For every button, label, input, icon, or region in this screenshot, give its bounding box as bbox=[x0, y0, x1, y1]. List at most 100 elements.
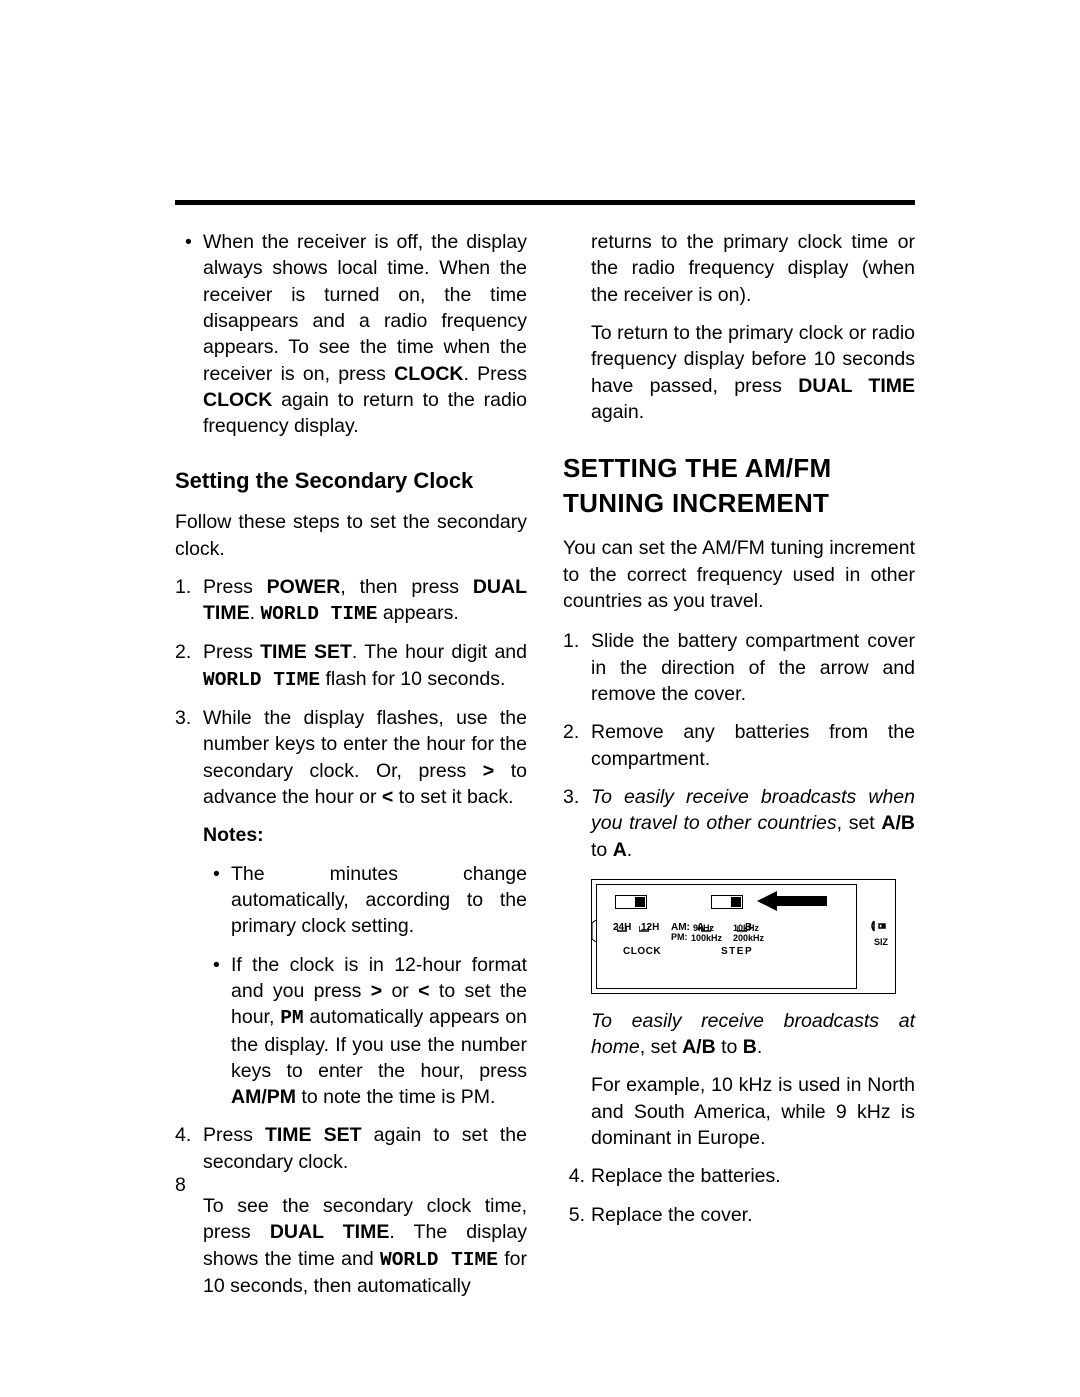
text: , set bbox=[837, 812, 882, 834]
columns: When the receiver is off, the display al… bbox=[175, 229, 915, 1311]
step-3: 3. While the display flashes, use the nu… bbox=[203, 705, 527, 810]
step-number: 4. bbox=[563, 1163, 585, 1189]
steps-list-cont: 4. Press TIME SET again to set the secon… bbox=[175, 1122, 527, 1299]
step-4: 4. Press TIME SET again to set the secon… bbox=[203, 1122, 527, 1299]
text: , then press bbox=[340, 576, 473, 598]
key-lt: < bbox=[418, 980, 429, 1002]
home-block: To easily receive broadcasts at home, se… bbox=[563, 1008, 915, 1152]
diagram-inner: 24H 12H A B AM: PM: 9kHz 10kHz 100kHz 20… bbox=[596, 884, 857, 989]
step4-followup: To see the secondary clock time, press D… bbox=[203, 1193, 527, 1299]
btn-dual-time: DUAL TIME bbox=[798, 375, 915, 397]
tuning-steps-cont: 4. Replace the batteries. 5. Replace the… bbox=[563, 1163, 915, 1228]
example-text: For example, 10 kHz is used in North and… bbox=[591, 1072, 915, 1151]
step-number: 1. bbox=[175, 574, 197, 600]
step-number: 1. bbox=[563, 628, 585, 654]
text: Press bbox=[203, 1124, 265, 1146]
label-clock: CLOCK bbox=[203, 389, 272, 411]
tuning-step-4: 4. Replace the batteries. bbox=[591, 1163, 915, 1189]
page-number: 8 bbox=[175, 1174, 186, 1197]
heading-line2: TUNING INCREMENT bbox=[563, 488, 829, 518]
text: to bbox=[591, 839, 613, 861]
note-item: If the clock is in 12-hour format and yo… bbox=[231, 952, 527, 1111]
notes-list: The minutes change automatically, accord… bbox=[175, 861, 527, 1111]
bullet-list: When the receiver is off, the display al… bbox=[175, 229, 527, 440]
text: Replace the batteries. bbox=[591, 1165, 781, 1187]
display-pm: PM bbox=[280, 1007, 303, 1029]
text: to set it back. bbox=[393, 786, 513, 808]
heading-line1: SETTING THE AM/FM bbox=[563, 453, 831, 483]
bracket-icon bbox=[639, 913, 649, 919]
label-12h: 12H bbox=[641, 921, 659, 935]
notes-block: Notes: bbox=[175, 822, 527, 848]
btn-time-set: TIME SET bbox=[265, 1124, 362, 1146]
label-clock: CLOCK bbox=[394, 363, 463, 385]
switch-b: B bbox=[743, 1036, 757, 1058]
switch-slot-icon bbox=[615, 895, 647, 909]
text: or bbox=[382, 980, 418, 1002]
step-number: 2. bbox=[563, 719, 585, 745]
btn-power: POWER bbox=[267, 576, 341, 598]
step-number: 2. bbox=[175, 639, 197, 665]
text: to bbox=[716, 1036, 743, 1058]
text: flash for 10 seconds. bbox=[320, 668, 505, 690]
step-2: 2. Press TIME SET. The hour digit and WO… bbox=[203, 639, 527, 693]
text: Remove any batteries from the compartmen… bbox=[591, 721, 915, 769]
arrow-icon bbox=[757, 891, 827, 911]
text: . Press bbox=[464, 363, 528, 385]
return-text: To return to the primary clock or radio … bbox=[591, 320, 915, 425]
label-siz: SIZ bbox=[874, 936, 888, 948]
text: When the receiver is off, the display al… bbox=[203, 231, 527, 385]
notes-heading: Notes: bbox=[203, 822, 527, 848]
text: While the display flashes, use the numbe… bbox=[203, 707, 527, 782]
text: . bbox=[757, 1036, 762, 1058]
tuning-intro: You can set the AM/FM tuning increment t… bbox=[563, 535, 915, 614]
text: . The hour digit and bbox=[352, 641, 527, 663]
diagram-wrap: 24H 12H A B AM: PM: 9kHz 10kHz 100kHz 20… bbox=[563, 875, 915, 1008]
label-200k: 200kHz bbox=[733, 932, 764, 944]
switch-slot-icon bbox=[711, 895, 743, 909]
btn-am-pm: AM/PM bbox=[231, 1086, 296, 1108]
continuation-block: returns to the primary clock time or the… bbox=[563, 229, 915, 425]
display-world-time: WORLD TIME bbox=[260, 603, 377, 625]
switch-ab: A/B bbox=[682, 1036, 716, 1058]
bracket-icon bbox=[737, 913, 747, 919]
key-gt: > bbox=[483, 760, 494, 782]
text: to note the time is PM. bbox=[296, 1086, 495, 1108]
tuning-step-5: 5. Replace the cover. bbox=[591, 1202, 915, 1228]
left-column: When the receiver is off, the display al… bbox=[175, 229, 527, 1311]
text: Replace the cover. bbox=[591, 1204, 753, 1226]
text: , set bbox=[640, 1036, 682, 1058]
home-text: To easily receive broadcasts at home, se… bbox=[591, 1008, 915, 1061]
switch-ab: A/B bbox=[881, 812, 915, 834]
display-world-time: WORLD TIME bbox=[203, 669, 320, 691]
label-clock: CLOCK bbox=[623, 945, 661, 959]
text: . bbox=[250, 602, 261, 624]
right-column: returns to the primary clock time or the… bbox=[563, 229, 915, 1311]
continuation-text: returns to the primary clock time or the… bbox=[591, 229, 915, 308]
top-rule bbox=[175, 200, 915, 205]
switch-a: A bbox=[613, 839, 627, 861]
step-number: 3. bbox=[563, 784, 585, 810]
display-world-time: WORLD TIME bbox=[380, 1249, 498, 1271]
bracket-icon bbox=[701, 913, 711, 919]
step-number: 3. bbox=[175, 705, 197, 731]
step-number: 4. bbox=[175, 1122, 197, 1148]
tuning-step-2: 2. Remove any batteries from the compart… bbox=[591, 719, 915, 772]
text: Press bbox=[203, 641, 260, 663]
text: appears. bbox=[377, 602, 458, 624]
steps-list: 1. Press POWER, then press DUAL TIME. WO… bbox=[175, 574, 527, 811]
intro-text: Follow these steps to set the secondary … bbox=[175, 509, 527, 562]
label-24h: 24H bbox=[613, 921, 631, 935]
key-gt: > bbox=[371, 980, 382, 1002]
text: Press bbox=[203, 576, 267, 598]
heading-tuning-increment: SETTING THE AM/FM TUNING INCREMENT bbox=[563, 451, 915, 521]
text: . bbox=[627, 839, 632, 861]
text: Slide the battery compartment cover in t… bbox=[591, 630, 915, 705]
note-item: The minutes change automatically, accord… bbox=[231, 861, 527, 940]
bullet-item: When the receiver is off, the display al… bbox=[203, 229, 527, 440]
step-1: 1. Press POWER, then press DUAL TIME. WO… bbox=[203, 574, 527, 628]
key-lt: < bbox=[382, 786, 393, 808]
btn-time-set: TIME SET bbox=[260, 641, 352, 663]
label-pm: PM: bbox=[671, 931, 688, 943]
tuning-step-1: 1. Slide the battery compartment cover i… bbox=[591, 628, 915, 707]
